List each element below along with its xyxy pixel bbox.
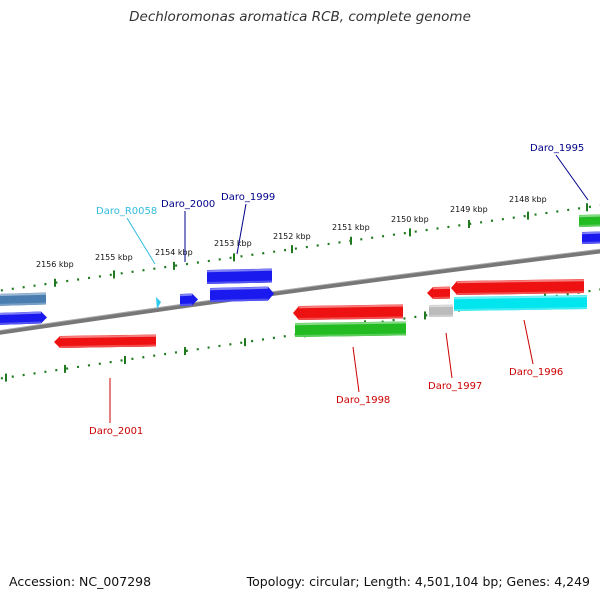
ruler-tick-label: 2148 kbp xyxy=(509,195,547,204)
genome-backbone xyxy=(0,248,600,335)
gene-daro-1996-red[interactable] xyxy=(451,279,585,295)
ruler-group: 2156 kbp 2155 kbp 2154 kbp 2153 kbp 2152 kbp… xyxy=(0,195,600,382)
feature-blue-left-shadow xyxy=(0,321,42,325)
feature-group[interactable] xyxy=(0,214,600,348)
upper-ruler-line xyxy=(0,204,600,292)
ruler-tick-label: 2153 kbp xyxy=(214,239,252,248)
gene-label-daro-1996[interactable]: Daro_1996 xyxy=(509,367,563,378)
gene-daro-1995-green-shadow xyxy=(578,224,600,227)
gene-daro-1997-gray-body[interactable] xyxy=(429,304,453,317)
gene-daro-1998-red-body[interactable] xyxy=(293,304,403,320)
gene-daro-2001[interactable] xyxy=(54,334,157,348)
gene-daro-1996-red-bevel xyxy=(456,279,585,284)
gene-daro-1996-cyan-shadow xyxy=(453,307,588,311)
ruler-tick-label: 2151 kbp xyxy=(332,223,370,232)
gene-daro-r0058[interactable] xyxy=(156,297,161,309)
gene-daro-1998-green-shadow xyxy=(294,333,407,337)
ruler-tick-label: 2155 kbp xyxy=(95,253,133,262)
genome-summary: Topology: circular; Length: 4,501,104 bp… xyxy=(246,574,590,589)
gene-label-daro-r0058[interactable]: Daro_R0058 xyxy=(96,206,157,217)
gene-daro-1999-b-shadow xyxy=(209,298,269,302)
feature-steel-left-body[interactable] xyxy=(0,292,46,306)
feature-steel-left-shadow xyxy=(0,302,47,306)
gene-daro-1995-blue-bevel xyxy=(581,231,600,235)
feature-blue-left-bevel xyxy=(0,311,42,316)
leader-line-daro-1997 xyxy=(445,332,453,379)
gene-daro-1997-red-body[interactable] xyxy=(427,286,450,299)
gene-label-daro-1999[interactable]: Daro_1999 xyxy=(221,192,275,203)
gene-daro-2000-bevel xyxy=(179,293,193,297)
gene-daro-1996-red-body[interactable] xyxy=(451,279,584,295)
gene-daro-1995-green-body[interactable] xyxy=(579,214,600,227)
gene-daro-1995-blue-body[interactable] xyxy=(582,231,600,244)
leader-line-daro-1996 xyxy=(523,319,534,365)
gene-daro-1998-red-bevel xyxy=(298,304,404,309)
ruler-tick-label: 2149 kbp xyxy=(450,205,488,214)
ruler-tick-label: 2152 kbp xyxy=(273,232,311,241)
gene-daro-1998-red[interactable] xyxy=(293,304,404,320)
ruler-tick-label: 2150 kbp xyxy=(391,215,429,224)
gene-daro-2001-bevel xyxy=(59,334,157,339)
gene-daro-1999-a-bevel xyxy=(206,268,273,273)
feature-blue-left[interactable] xyxy=(0,311,47,325)
gene-daro-1999-a-shadow xyxy=(206,280,273,284)
feature-steel-left-bevel xyxy=(0,292,47,297)
gene-daro-1999-b[interactable] xyxy=(209,286,274,302)
leader-line-daro-1995 xyxy=(555,154,589,201)
leader-line-daro-1998 xyxy=(352,346,360,393)
gene-daro-1998-green[interactable] xyxy=(294,321,407,337)
gene-daro-1997-red[interactable] xyxy=(427,286,451,299)
gene-daro-1998-green-body[interactable] xyxy=(295,321,406,337)
backbone-line xyxy=(0,248,600,335)
gene-daro-1995-green[interactable] xyxy=(578,214,600,227)
gene-daro-2000-body[interactable] xyxy=(180,293,198,306)
gene-label-daro-1998[interactable]: Daro_1998 xyxy=(336,395,390,406)
map-title: Dechloromonas aromatica RCB, complete ge… xyxy=(129,9,471,25)
gene-daro-1995-blue[interactable] xyxy=(581,231,600,244)
label-group: Daro_2001 Daro_R0058 Daro_2000 Daro_1999 Dar… xyxy=(89,143,589,437)
leader-line-daro-1999 xyxy=(236,203,247,255)
gene-daro-1995-blue-shadow xyxy=(581,241,600,244)
gene-daro-1999-a[interactable] xyxy=(206,268,273,284)
gene-daro-1998-red-shadow xyxy=(298,316,404,320)
gene-daro-1996-cyan-bevel xyxy=(453,295,588,300)
gene-daro-1999-a-body[interactable] xyxy=(207,268,272,284)
feature-blue-left-body[interactable] xyxy=(0,311,47,325)
ruler-tick-label: 2154 kbp xyxy=(155,248,193,257)
gene-label-daro-2001[interactable]: Daro_2001 xyxy=(89,426,143,437)
accession-text: Accession: NC_007298 xyxy=(9,574,152,589)
gene-daro-1999-b-bevel xyxy=(209,286,269,291)
gene-daro-1997-gray[interactable] xyxy=(428,304,454,317)
leader-line-daro-r0058 xyxy=(126,217,156,265)
gene-daro-1996-cyan-body[interactable] xyxy=(454,295,587,311)
feature-steel-left[interactable] xyxy=(0,292,47,306)
ruler-tick-label: 2156 kbp xyxy=(36,260,74,269)
gene-daro-1996-cyan[interactable] xyxy=(453,295,588,311)
gene-label-daro-1995[interactable]: Daro_1995 xyxy=(530,143,584,154)
gene-daro-1996-red-shadow xyxy=(456,291,585,295)
gene-daro-1998-green-bevel xyxy=(294,321,407,326)
gene-daro-2000-shadow xyxy=(179,303,193,306)
gene-daro-1999-b-body[interactable] xyxy=(210,286,274,302)
backbone-highlight xyxy=(0,248,600,332)
gene-daro-2000[interactable] xyxy=(179,293,198,306)
gene-daro-1995-green-bevel xyxy=(578,214,600,218)
gene-label-daro-2000[interactable]: Daro_2000 xyxy=(161,199,215,210)
gene-daro-2001-shadow xyxy=(59,344,157,348)
gene-label-daro-1997[interactable]: Daro_1997 xyxy=(428,381,482,392)
